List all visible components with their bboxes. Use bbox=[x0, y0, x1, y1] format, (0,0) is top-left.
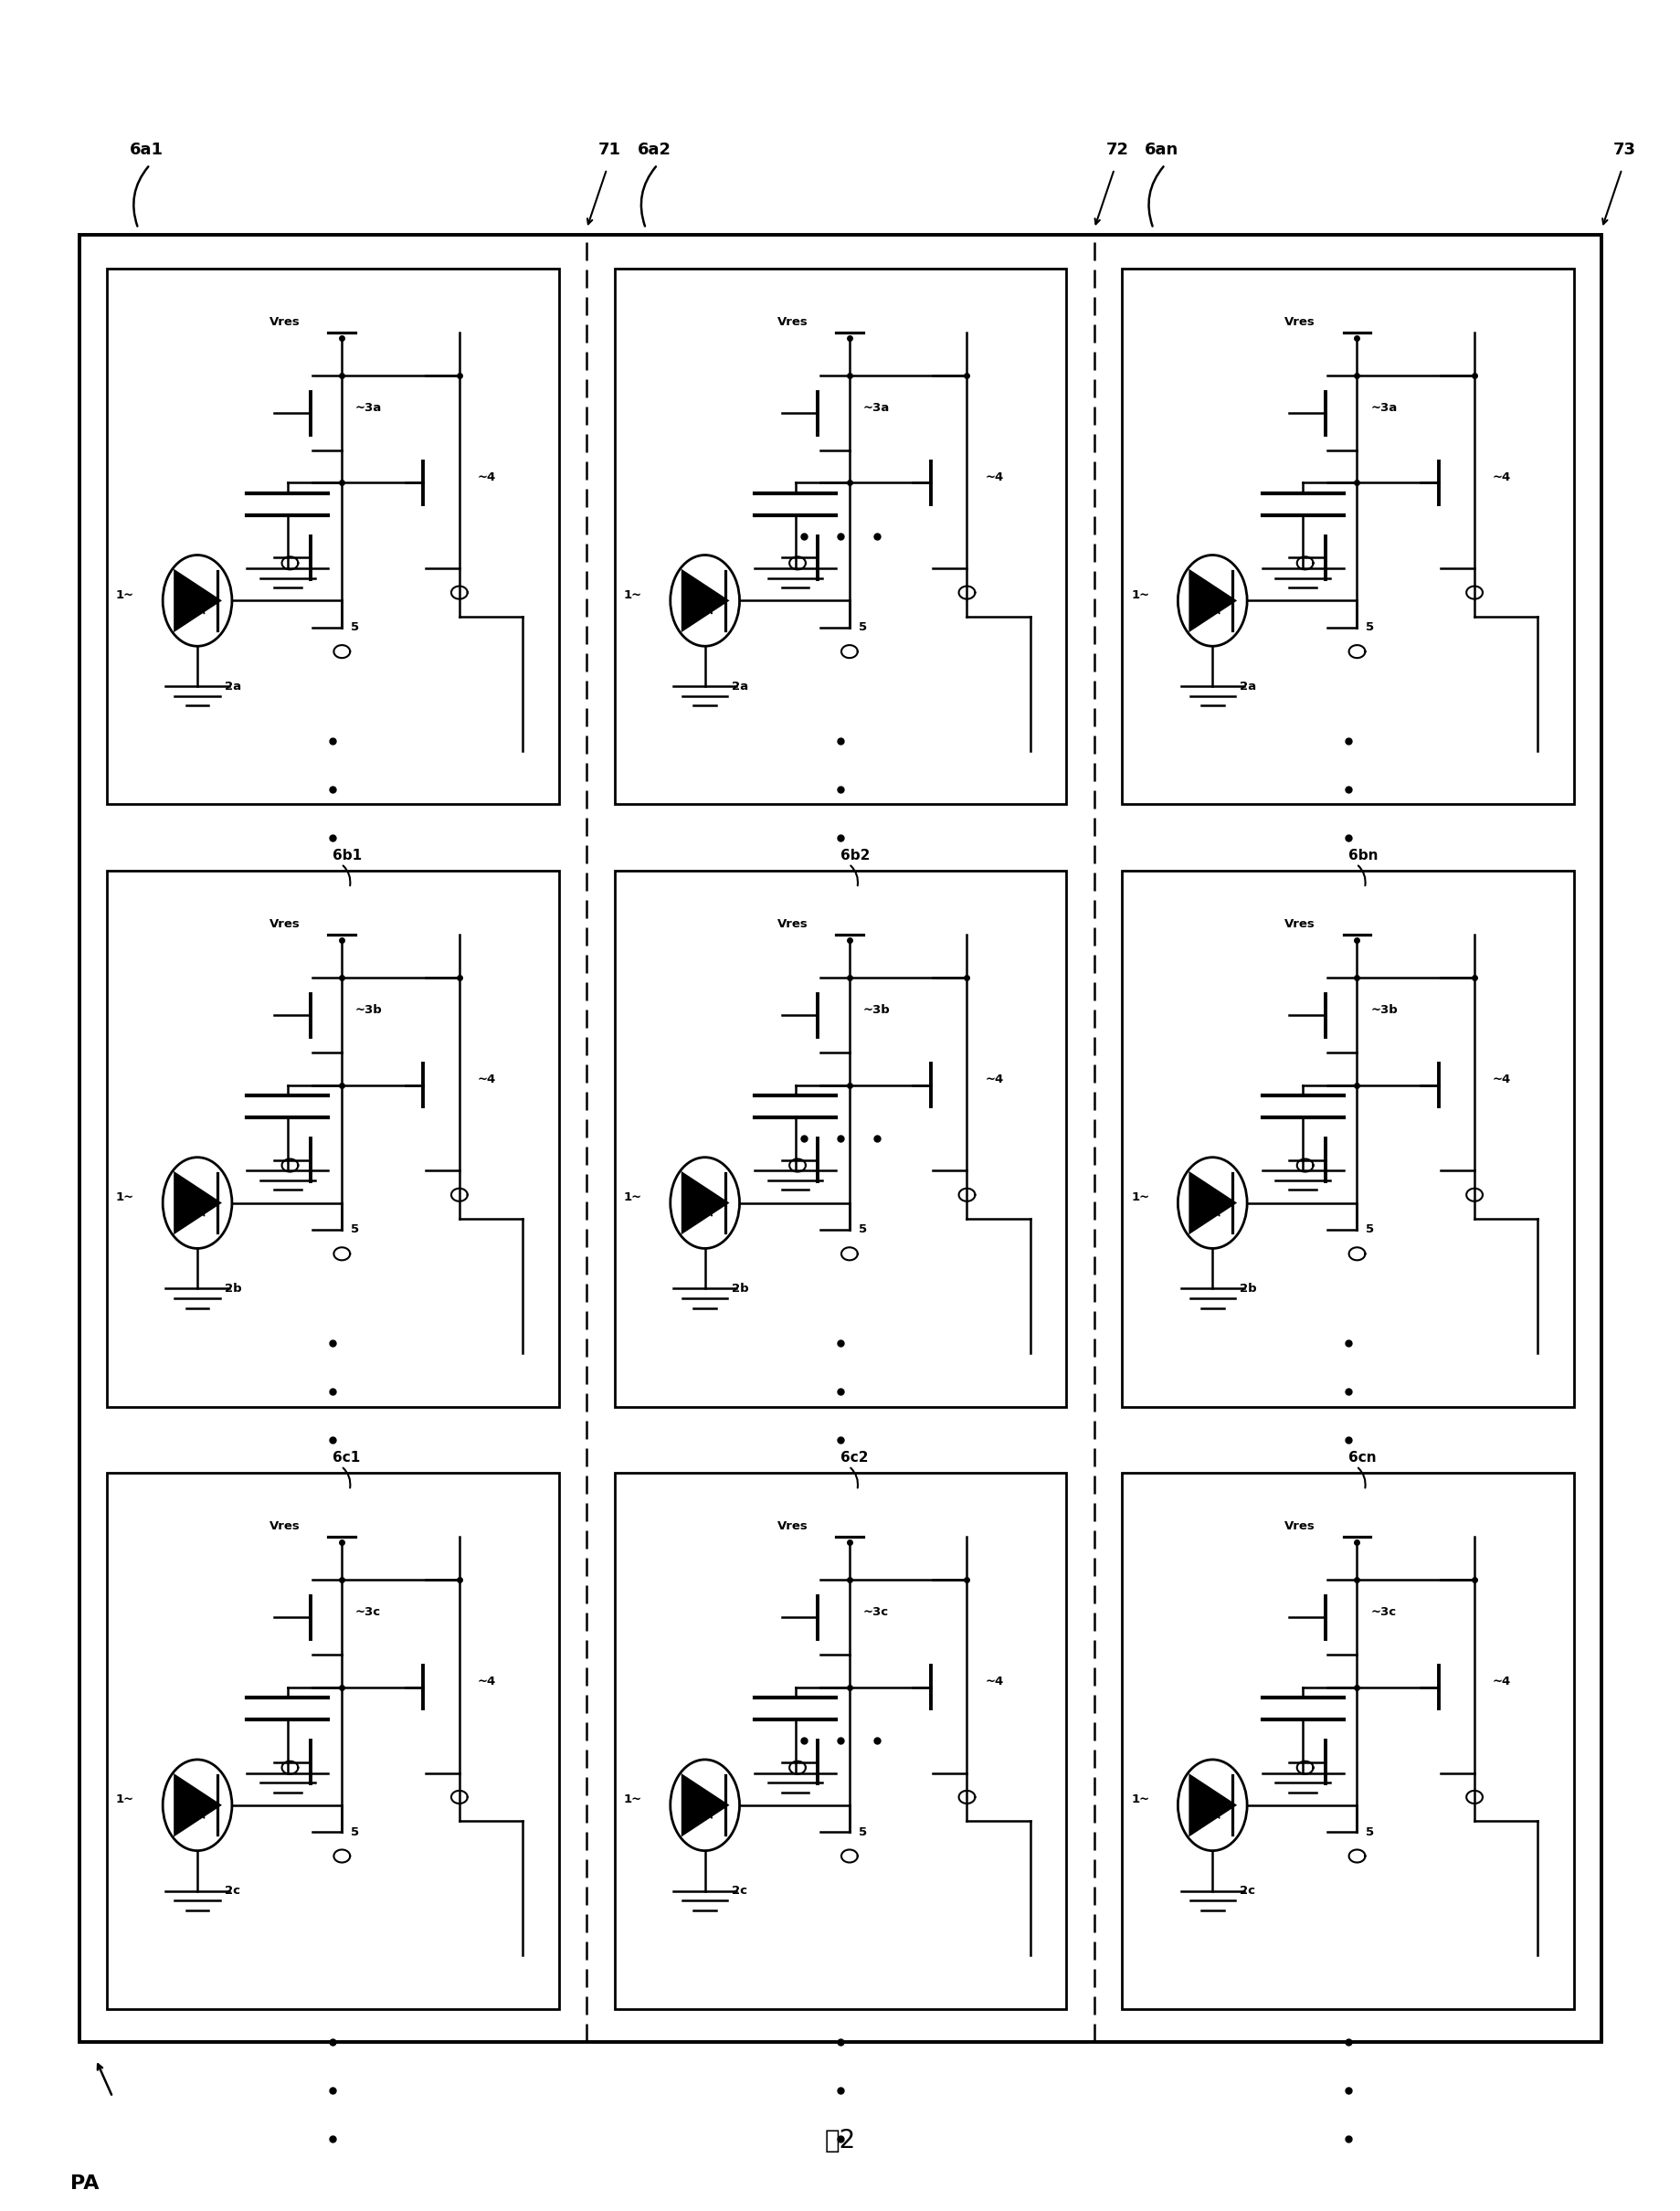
Text: ~4: ~4 bbox=[1492, 471, 1510, 484]
Bar bbox=[1122, 871, 1572, 1406]
Text: 5: 5 bbox=[1366, 1223, 1374, 1236]
Text: ~3b: ~3b bbox=[1369, 1004, 1398, 1015]
Text: 2b: 2b bbox=[225, 1282, 242, 1296]
Bar bbox=[615, 1473, 1065, 2010]
Polygon shape bbox=[175, 570, 220, 630]
Text: 2c: 2c bbox=[732, 1886, 748, 1897]
Text: ~3b: ~3b bbox=[354, 1004, 383, 1015]
Text: Vres: Vres bbox=[776, 316, 808, 327]
Text: 6bn: 6bn bbox=[1347, 849, 1378, 862]
Text: 2b: 2b bbox=[732, 1282, 749, 1296]
Text: Vres: Vres bbox=[269, 918, 301, 931]
Text: 2a: 2a bbox=[225, 681, 240, 692]
Text: 6b2: 6b2 bbox=[840, 849, 870, 862]
Text: Vres: Vres bbox=[269, 1521, 301, 1532]
Text: ~4: ~4 bbox=[477, 1075, 496, 1086]
Text: 1~: 1~ bbox=[1131, 590, 1149, 601]
Text: 2a: 2a bbox=[732, 681, 748, 692]
Text: 5: 5 bbox=[1366, 621, 1374, 632]
Text: 6c2: 6c2 bbox=[840, 1450, 869, 1464]
Text: ~4: ~4 bbox=[477, 1676, 496, 1687]
Text: 6c1: 6c1 bbox=[333, 1450, 360, 1464]
Text: 1~: 1~ bbox=[1131, 1793, 1149, 1806]
Text: 72: 72 bbox=[1105, 142, 1129, 157]
Text: 5: 5 bbox=[351, 1223, 360, 1236]
Polygon shape bbox=[682, 570, 727, 630]
Bar bbox=[615, 871, 1065, 1406]
Text: 1~: 1~ bbox=[623, 1793, 642, 1806]
Text: ~4: ~4 bbox=[984, 1075, 1003, 1086]
Text: 图2: 图2 bbox=[825, 2129, 855, 2154]
Text: 5: 5 bbox=[1366, 1826, 1374, 1837]
Text: 2c: 2c bbox=[225, 1886, 240, 1897]
Bar bbox=[79, 234, 1601, 2043]
Text: 1~: 1~ bbox=[623, 1192, 642, 1203]
Text: Vres: Vres bbox=[776, 918, 808, 931]
Text: 1~: 1~ bbox=[116, 1793, 134, 1806]
Text: ~4: ~4 bbox=[477, 471, 496, 484]
Text: ~3a: ~3a bbox=[354, 402, 381, 413]
Text: ~4: ~4 bbox=[984, 1676, 1003, 1687]
Polygon shape bbox=[175, 1775, 220, 1835]
Polygon shape bbox=[682, 1775, 727, 1835]
Text: ~4: ~4 bbox=[1492, 1676, 1510, 1687]
Text: ~3c: ~3c bbox=[862, 1605, 889, 1618]
Text: ~3b: ~3b bbox=[862, 1004, 890, 1015]
Text: 5: 5 bbox=[858, 621, 867, 632]
Text: 1~: 1~ bbox=[1131, 1192, 1149, 1203]
Text: 5: 5 bbox=[351, 1826, 360, 1837]
Text: Vres: Vres bbox=[1284, 316, 1315, 327]
Bar bbox=[1122, 1473, 1572, 2010]
Text: 6cn: 6cn bbox=[1347, 1450, 1376, 1464]
Text: Vres: Vres bbox=[269, 316, 301, 327]
Bar bbox=[108, 268, 558, 805]
Text: ~4: ~4 bbox=[1492, 1075, 1510, 1086]
Polygon shape bbox=[1189, 1775, 1235, 1835]
Text: 2a: 2a bbox=[1238, 681, 1255, 692]
Text: ~3c: ~3c bbox=[354, 1605, 381, 1618]
Bar bbox=[1122, 268, 1572, 805]
Text: 1~: 1~ bbox=[116, 1192, 134, 1203]
Text: 2b: 2b bbox=[1238, 1282, 1257, 1296]
Text: ~3c: ~3c bbox=[1369, 1605, 1396, 1618]
Text: 5: 5 bbox=[858, 1223, 867, 1236]
Text: 5: 5 bbox=[858, 1826, 867, 1837]
Text: 71: 71 bbox=[598, 142, 622, 157]
Text: 6a1: 6a1 bbox=[129, 142, 163, 157]
Polygon shape bbox=[1189, 570, 1235, 630]
Text: ~3a: ~3a bbox=[862, 402, 889, 413]
Polygon shape bbox=[1189, 1174, 1235, 1232]
Bar bbox=[108, 1473, 558, 2010]
Text: ~3a: ~3a bbox=[1369, 402, 1396, 413]
Text: ~4: ~4 bbox=[984, 471, 1003, 484]
Text: 6a2: 6a2 bbox=[637, 142, 670, 157]
Polygon shape bbox=[175, 1174, 220, 1232]
Text: Vres: Vres bbox=[1284, 1521, 1315, 1532]
Text: Vres: Vres bbox=[776, 1521, 808, 1532]
Text: 1~: 1~ bbox=[116, 590, 134, 601]
Polygon shape bbox=[682, 1174, 727, 1232]
Bar bbox=[615, 268, 1065, 805]
Text: 6b1: 6b1 bbox=[333, 849, 361, 862]
Text: 2c: 2c bbox=[1238, 1886, 1255, 1897]
Text: 73: 73 bbox=[1613, 142, 1635, 157]
Text: Vres: Vres bbox=[1284, 918, 1315, 931]
Text: 6an: 6an bbox=[1144, 142, 1178, 157]
Text: PA: PA bbox=[71, 2173, 99, 2193]
Text: 1~: 1~ bbox=[623, 590, 642, 601]
Text: 5: 5 bbox=[351, 621, 360, 632]
Bar bbox=[108, 871, 558, 1406]
